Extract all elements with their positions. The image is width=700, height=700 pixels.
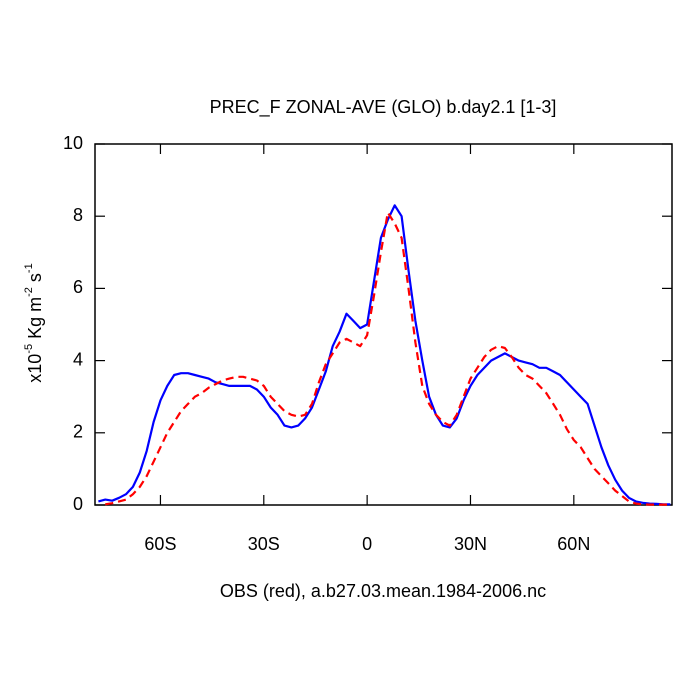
- y-tick-label: 10: [63, 133, 83, 153]
- y-axis-label-part: -2: [23, 287, 35, 297]
- caption: OBS (red), a.b27.03.mean.1984-2006.nc: [220, 581, 546, 601]
- y-axis-label-part: x10: [25, 354, 45, 383]
- plot-frame: [94, 143, 673, 506]
- x-tick-label: 30N: [454, 534, 487, 554]
- y-axis-label-part: s: [25, 273, 45, 287]
- y-tick-label: 2: [73, 422, 83, 442]
- data-line: [98, 204, 671, 506]
- x-tick-label: 60S: [144, 534, 176, 554]
- y-tick-label: 8: [73, 205, 83, 225]
- x-tick-label: 30S: [248, 534, 280, 554]
- y-axis-label-part: -5: [23, 344, 35, 354]
- y-axis-label-part: -1: [23, 263, 35, 273]
- y-tick-label: 6: [73, 277, 83, 297]
- x-tick-label: 0: [362, 534, 372, 554]
- x-tick-label: 60N: [557, 534, 590, 554]
- y-tick-label: 0: [73, 494, 83, 514]
- chart-title: PREC_F ZONAL-AVE (GLO) b.day2.1 [1-3]: [210, 97, 557, 118]
- data-line: [105, 211, 671, 506]
- y-tick-label: 4: [73, 349, 83, 369]
- y-axis-label: x10-5 Kg m-2 s-1: [23, 263, 45, 382]
- y-axis-label-part: Kg m: [25, 297, 45, 344]
